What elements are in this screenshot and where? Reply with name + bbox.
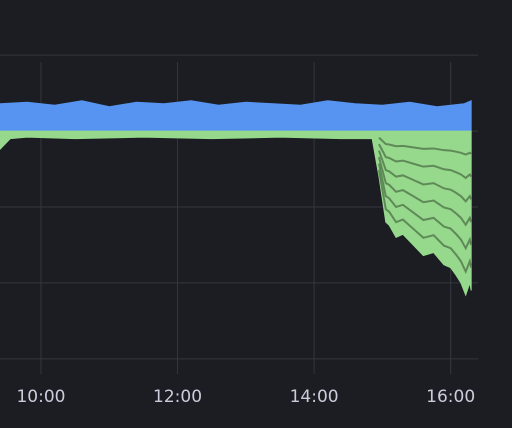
drop-band-3 <box>378 150 473 203</box>
drop-band-6 <box>378 169 473 275</box>
drop-band-5 <box>378 163 473 251</box>
drop-band-1 <box>378 136 472 156</box>
series-area-1 <box>0 130 472 297</box>
series-layer <box>0 99 473 297</box>
x-axis-ticks: 10:00 12:00 14:00 16:00 <box>16 387 475 407</box>
drop-bands <box>378 136 473 275</box>
x-tick-label-0: 10:00 <box>16 387 65 407</box>
x-tick-label-3: 16:00 <box>426 387 475 407</box>
drop-band-4 <box>378 156 473 227</box>
series-area-0 <box>0 99 472 132</box>
drop-band-2 <box>378 143 473 180</box>
x-tick-label-2: 14:00 <box>290 387 339 407</box>
x-tick-label-1: 12:00 <box>153 387 202 407</box>
